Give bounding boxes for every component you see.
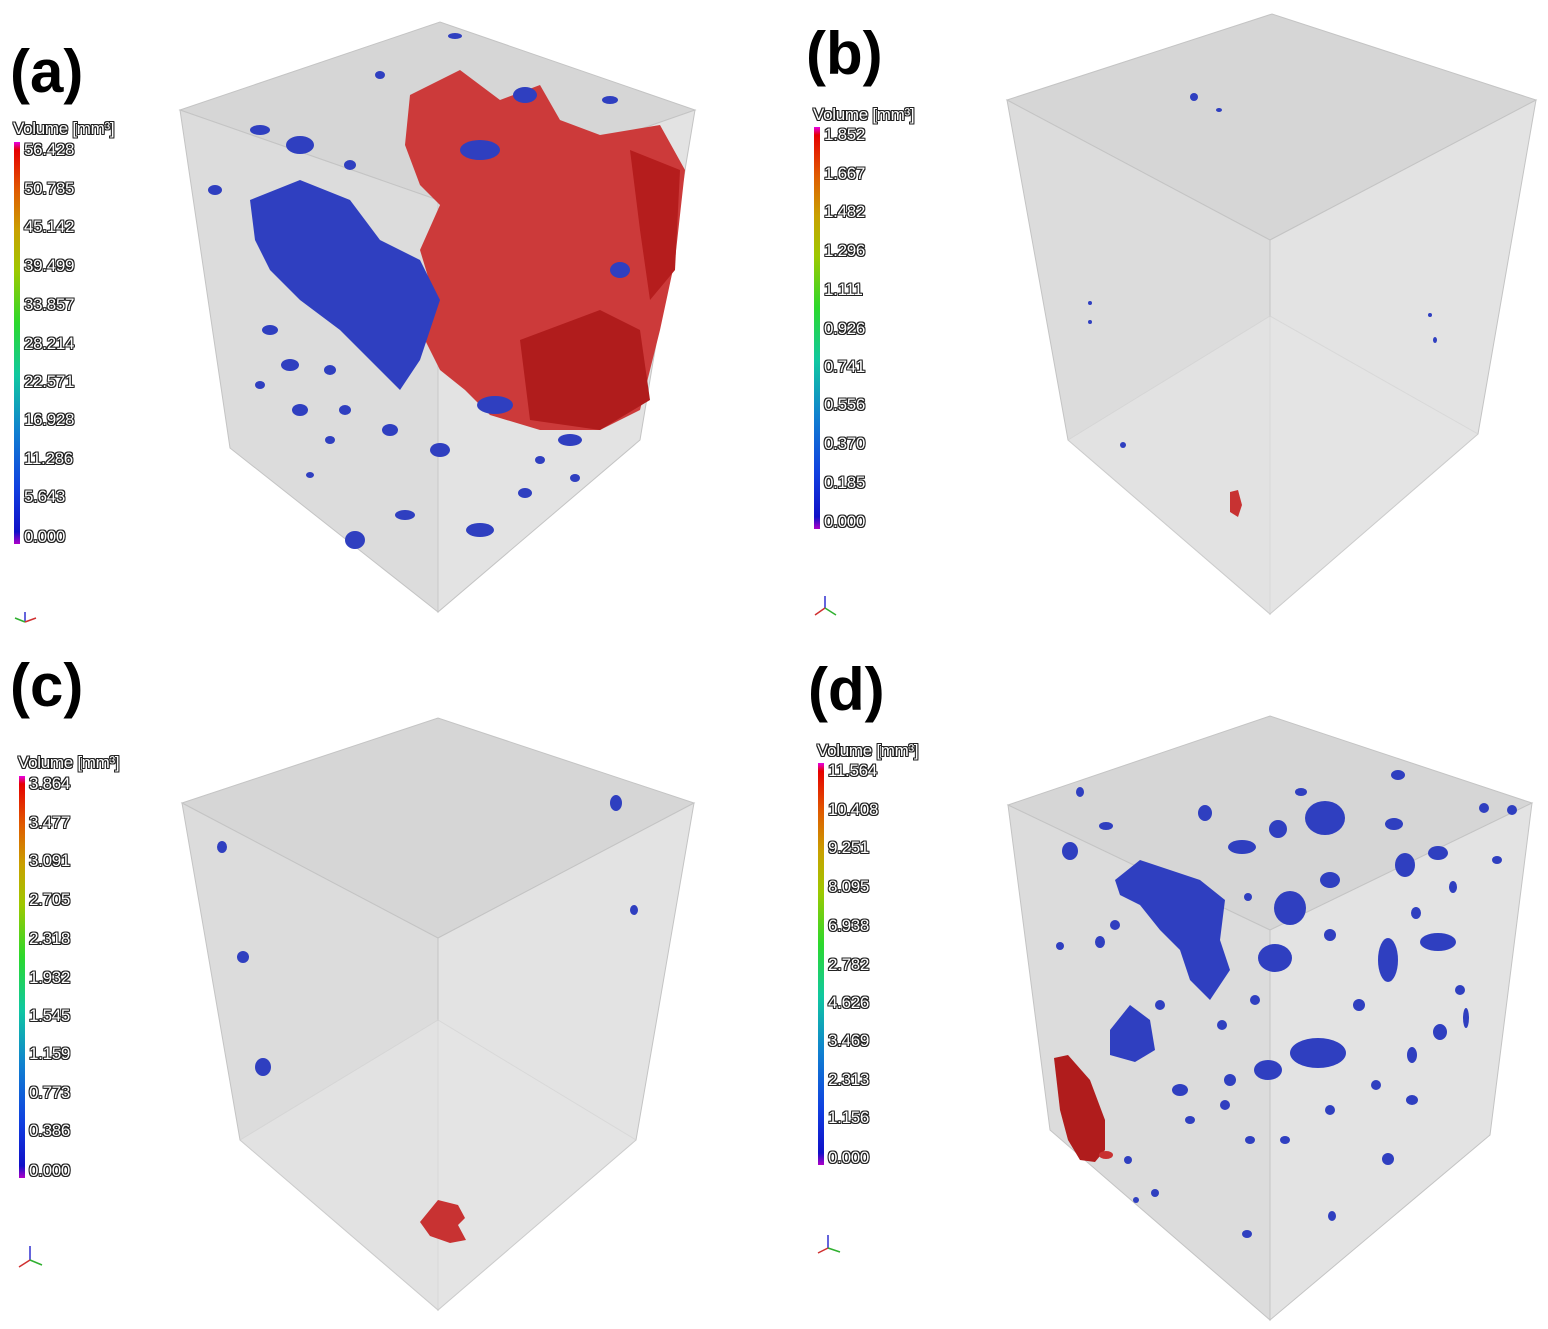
axis-triad-icon <box>814 596 837 616</box>
panel-label-d: (d) <box>808 656 885 723</box>
tick-label: 0.000 <box>824 512 866 531</box>
tick-label: 0.185 <box>824 473 866 492</box>
tick-label: 0.773 <box>29 1083 71 1102</box>
pore-cluster-large-a <box>405 70 685 430</box>
render-view-b <box>814 13 1538 616</box>
tick-label: 1.545 <box>29 1006 71 1025</box>
pore-cluster-large-d <box>1054 1055 1113 1162</box>
axis-triad-icon <box>18 1246 43 1268</box>
pore-cluster-small-a <box>208 33 630 549</box>
tick-label: 4.626 <box>828 993 870 1012</box>
tick-label: 2.318 <box>29 929 71 948</box>
pore-cluster-small-b <box>1088 93 1437 448</box>
colorbar-c <box>19 776 25 1178</box>
tick-label: 9.251 <box>828 838 870 857</box>
tick-label: 3.091 <box>29 851 71 870</box>
tick-label: 1.296 <box>824 241 866 260</box>
pore-cluster-large-b <box>1230 490 1242 517</box>
tick-label: 1.159 <box>29 1044 71 1063</box>
legend-title-b: Volume [mm³] <box>813 105 915 124</box>
tick-label: 5.643 <box>24 487 66 506</box>
tick-label: 56.428 <box>24 140 75 159</box>
tick-label: 10.408 <box>828 800 879 819</box>
tick-label: 3.477 <box>29 813 71 832</box>
tick-label: 22.571 <box>24 372 75 391</box>
tick-label: 0.000 <box>828 1148 870 1167</box>
tick-label: 39.499 <box>24 256 75 275</box>
specimen-box-d <box>1006 715 1534 1322</box>
tick-label: 1.932 <box>29 968 71 987</box>
tick-label: 50.785 <box>24 179 75 198</box>
panel-label-b: (b) <box>806 20 883 87</box>
tick-label: 0.741 <box>824 357 866 376</box>
pore-cluster-small-c <box>217 795 638 1076</box>
tick-label: 3.469 <box>828 1031 870 1050</box>
pore-cluster-large-c <box>420 1200 466 1243</box>
legend-title-c: Volume [mm³] <box>18 753 120 772</box>
tick-label: 1.156 <box>828 1108 870 1127</box>
tick-label: 1.852 <box>824 125 866 144</box>
tick-label: 1.482 <box>824 202 866 221</box>
tick-label: 45.142 <box>24 217 75 236</box>
tick-label: 1.111 <box>824 280 863 299</box>
axis-triad-icon <box>817 1235 841 1254</box>
tick-label: 0.926 <box>824 319 866 338</box>
tick-label: 2.782 <box>828 955 870 974</box>
tick-label: 2.705 <box>29 890 71 909</box>
pore-cluster-small-d <box>1056 770 1517 1238</box>
panel-label-c: (c) <box>10 652 84 719</box>
specimen-box-b <box>1005 13 1538 616</box>
legend-title-a: Volume [mm³] <box>13 119 115 138</box>
tick-label: 16.928 <box>24 410 75 429</box>
render-view-a <box>14 21 697 623</box>
colorbar-b <box>814 127 820 529</box>
tick-label: 3.864 <box>29 774 71 793</box>
tick-label: 33.857 <box>24 295 75 314</box>
tick-label: 1.667 <box>824 164 866 183</box>
tick-label: 6.938 <box>828 916 870 935</box>
tick-label: 11.564 <box>828 761 877 780</box>
tick-label: 0.370 <box>824 434 866 453</box>
tick-label: 0.386 <box>29 1121 71 1140</box>
axis-triad-icon <box>14 612 37 623</box>
tick-label: 28.214 <box>24 334 75 353</box>
tick-label: 11.286 <box>24 449 73 468</box>
tick-label: 0.000 <box>29 1161 71 1180</box>
legend-title-d: Volume [mm³] <box>817 741 919 760</box>
tick-label: 0.000 <box>24 527 66 546</box>
colorbar-d <box>818 763 824 1165</box>
tick-label: 0.556 <box>824 395 866 414</box>
colorbar-a <box>14 142 20 544</box>
render-view-c <box>18 717 696 1312</box>
specimen-box-c <box>180 717 696 1312</box>
tick-label: 8.095 <box>828 877 870 896</box>
panel-label-a: (a) <box>10 38 84 105</box>
tick-label: 2.313 <box>828 1070 870 1089</box>
